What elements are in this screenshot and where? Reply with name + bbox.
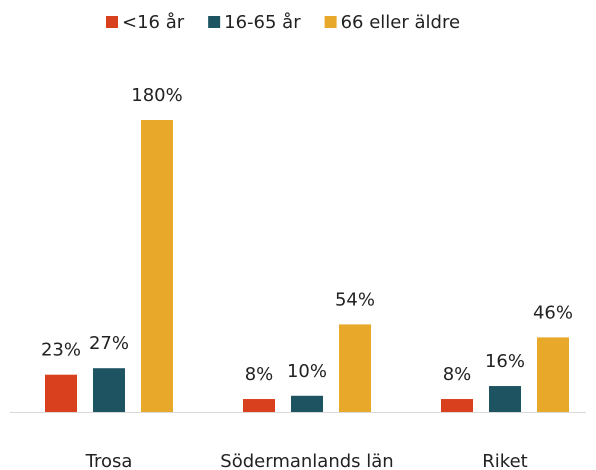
data-label: 46%: [533, 302, 573, 323]
legend-swatch: [208, 16, 221, 28]
bar: [93, 368, 125, 412]
data-label: 54%: [335, 289, 375, 310]
bar: [45, 374, 77, 412]
bar: [141, 120, 173, 412]
data-label: 8%: [245, 364, 274, 385]
x-tick-label: Riket: [482, 451, 527, 470]
legend-label: <16 år: [122, 12, 185, 33]
x-tick-label: Södermanlands län: [220, 451, 393, 470]
bar: [441, 399, 473, 412]
bar: [291, 395, 323, 412]
bar: [537, 337, 569, 412]
data-label: 180%: [131, 85, 182, 106]
legend-label: 66 eller äldre: [341, 12, 460, 33]
data-label: 8%: [443, 364, 472, 385]
data-label: 10%: [287, 361, 327, 382]
legend-label: 16-65 år: [224, 12, 301, 33]
legend-swatch: [324, 16, 337, 28]
data-label: 23%: [41, 340, 81, 361]
legend-swatch: [106, 16, 118, 28]
bar: [339, 324, 371, 412]
bar: [243, 399, 275, 412]
data-label: 16%: [485, 351, 525, 372]
data-label: 27%: [89, 333, 129, 354]
x-tick-label: Trosa: [85, 451, 133, 470]
bar: [489, 386, 521, 412]
